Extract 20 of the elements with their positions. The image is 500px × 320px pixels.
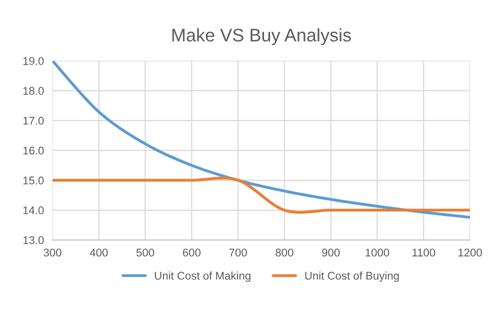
x-tick-label: 400 [90, 248, 108, 256]
x-tick-label: 500 [136, 248, 154, 256]
y-tick-label: 18.0 [23, 86, 44, 95]
x-tick-label: 1100 [412, 248, 436, 256]
x-tick-label: 1000 [366, 248, 390, 256]
x-tick-label: 700 [229, 248, 247, 256]
y-tick-label: 19.0 [23, 57, 44, 65]
chart-title: Make VS Buy Analysis [172, 28, 351, 46]
y-tick-label: 15.0 [23, 176, 44, 184]
legend-label: Unit Cost of Making [154, 272, 250, 282]
y-tick-label: 17.0 [23, 116, 44, 125]
legend-label: Unit Cost of Buying [305, 272, 399, 282]
x-tick-label: 1200 [458, 248, 482, 256]
x-tick-label: 300 [44, 248, 62, 256]
x-tick-label: 800 [276, 248, 294, 256]
x-tick-label: 900 [322, 248, 340, 256]
y-tick-label: 16.0 [23, 146, 44, 155]
y-tick-label: 14.0 [23, 206, 44, 214]
x-tick-label: 600 [182, 248, 200, 256]
y-tick-label: 13.0 [23, 236, 44, 244]
